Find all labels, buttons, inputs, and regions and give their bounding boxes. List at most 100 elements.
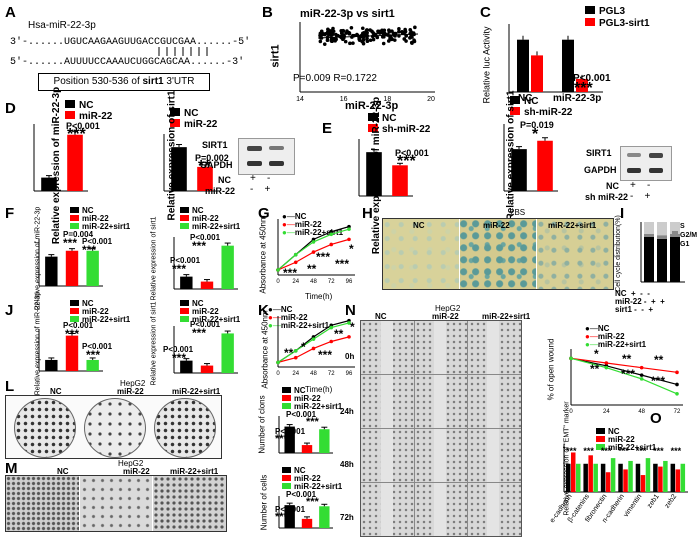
j1-stars1: ***: [65, 327, 80, 341]
d2-bar-chart: [163, 134, 218, 192]
scatter-point: [334, 33, 339, 38]
scatter-xlabel: miR-22-3p: [345, 100, 399, 112]
h-image-strip: NC miR-22 miR-22+sirt1: [382, 218, 614, 290]
series-point: [639, 373, 644, 377]
f1-legend: NC miR-22 miR-22+sirt1: [70, 207, 130, 231]
k-ylabel: Absorbance at 450nm: [260, 310, 270, 389]
scatter-point: [410, 35, 414, 39]
significance-stars: ***: [636, 446, 647, 456]
f2-ylabel: Relative expression of sirt1: [150, 216, 158, 301]
h-col-mir22: miR-22: [483, 221, 510, 230]
scatter-point: [409, 40, 414, 45]
bar-mir-22-sirt1: [221, 245, 234, 289]
bar-nc-5: [653, 463, 658, 492]
x-tick-label: zeb1: [646, 493, 661, 510]
bar-mir-22-4: [640, 475, 646, 492]
western-blot-e: [620, 146, 672, 181]
k-stars-e: *: [350, 320, 355, 334]
e2-legend: NC sh-miR-22: [510, 96, 572, 118]
j2-bar-chart: [173, 326, 238, 374]
j2-ylabel: Relative expression of sirt1: [150, 301, 158, 386]
bar-nc: [511, 149, 527, 191]
n-image-grid: [360, 320, 522, 537]
scatter-point: [384, 32, 389, 37]
j1-legend: NC miR-22 miR-22+sirt1: [70, 300, 130, 324]
n-col-mir22: miR-22: [432, 312, 459, 321]
significance-stars: ***: [566, 446, 577, 456]
series-point: [311, 240, 316, 244]
bar-nc-0: [566, 463, 571, 492]
x-tick-label: 0: [276, 279, 280, 285]
n-star-a: *: [594, 347, 599, 361]
m-bar-chart: [278, 496, 333, 529]
bar-mir-22: [301, 445, 313, 453]
d-legend: NC miR-22: [65, 100, 112, 122]
utr-sequence: AUUUUCCAAAUCUGGCAGCAA: [64, 57, 191, 68]
e2-stars: *: [532, 126, 539, 143]
panel-label-n: N: [345, 302, 356, 319]
e1-bar-chart: [358, 139, 413, 197]
scatter-point: [382, 35, 386, 39]
bar-mir-22-sirt1-5: [663, 460, 668, 492]
x-tick-label: 48: [310, 279, 317, 285]
scatter-point: [334, 37, 338, 42]
x-tick-label: 72: [328, 371, 335, 377]
g-stars-d: ***: [335, 257, 350, 271]
scatter-point: [330, 32, 335, 37]
scatter-point: [347, 31, 352, 35]
scatter-point: [360, 26, 365, 31]
bar-mir-22-sirt1-4: [645, 458, 651, 492]
bar-nc: [45, 256, 58, 286]
k-line-chart: 0 24 48 72 96: [276, 316, 355, 377]
d1-pvalue: P<0.001: [66, 121, 100, 131]
scatter-point: [386, 39, 391, 43]
l-col-nc: NC: [50, 387, 62, 396]
bar-mir-22-sirt1: [86, 359, 99, 371]
scatter-point: [343, 39, 348, 44]
x-tick-label: 72: [328, 279, 335, 285]
bar-mir-22: [65, 250, 79, 286]
n-ylabel: % of open wound: [546, 338, 556, 401]
stack-segment-g1: [657, 238, 667, 282]
d1-bar-chart: [33, 124, 88, 192]
n-star-c: **: [654, 353, 664, 367]
k-stars-d: **: [334, 327, 344, 341]
scatter-point: [408, 31, 412, 36]
k-stars-b: *: [301, 340, 306, 354]
panel-label-m: M: [5, 460, 18, 477]
bar-nc-2: [600, 463, 606, 492]
j2-p1: P<0.001: [163, 345, 194, 354]
series-point: [329, 339, 334, 344]
bar-sh-mir-22: [537, 140, 553, 191]
l-stars2: ***: [275, 433, 288, 445]
n-col-nc: NC: [375, 312, 387, 321]
panel-label-j: J: [5, 302, 14, 319]
j1-bar-chart: [38, 329, 103, 372]
x-tick-label: 24: [603, 409, 610, 415]
scatter-point: [348, 41, 352, 46]
series-point: [569, 356, 573, 361]
series-point: [675, 370, 679, 375]
series-point: [329, 229, 334, 234]
scatter-point: [351, 41, 355, 45]
h-image-mir22: [460, 219, 536, 289]
l-bar-chart: [278, 416, 333, 454]
n-star-e: ***: [621, 367, 636, 381]
x-tick-label: 18: [383, 96, 391, 103]
f1-p2: P<0.001: [82, 237, 113, 246]
x-tick-label: 20: [427, 96, 435, 103]
m-legend: NC miR-22 miR-22+sirt1: [282, 467, 342, 491]
x-tick-label: 0: [569, 409, 573, 415]
n-line-chart: 0 24 48 72: [569, 349, 683, 415]
j2-stars1: ***: [172, 351, 187, 365]
m-stars1: ***: [306, 496, 319, 508]
g-stars-c: ***: [316, 250, 331, 264]
scatter-point: [322, 42, 327, 46]
utr-sequence-row: 5'-......AUUUUCCAAAUCUGGCAGCAA......-3': [10, 57, 245, 68]
j2-legend: NC miR-22 miR-22+sirt1: [180, 300, 240, 324]
bar-pgl3-sirt1-0: [531, 55, 543, 92]
luc-x-nc: NC: [518, 93, 533, 104]
scatter-point: [361, 37, 366, 42]
h-col-rescue: miR-22+sirt1: [548, 221, 597, 230]
x-tick-label: vimentin: [623, 493, 644, 518]
